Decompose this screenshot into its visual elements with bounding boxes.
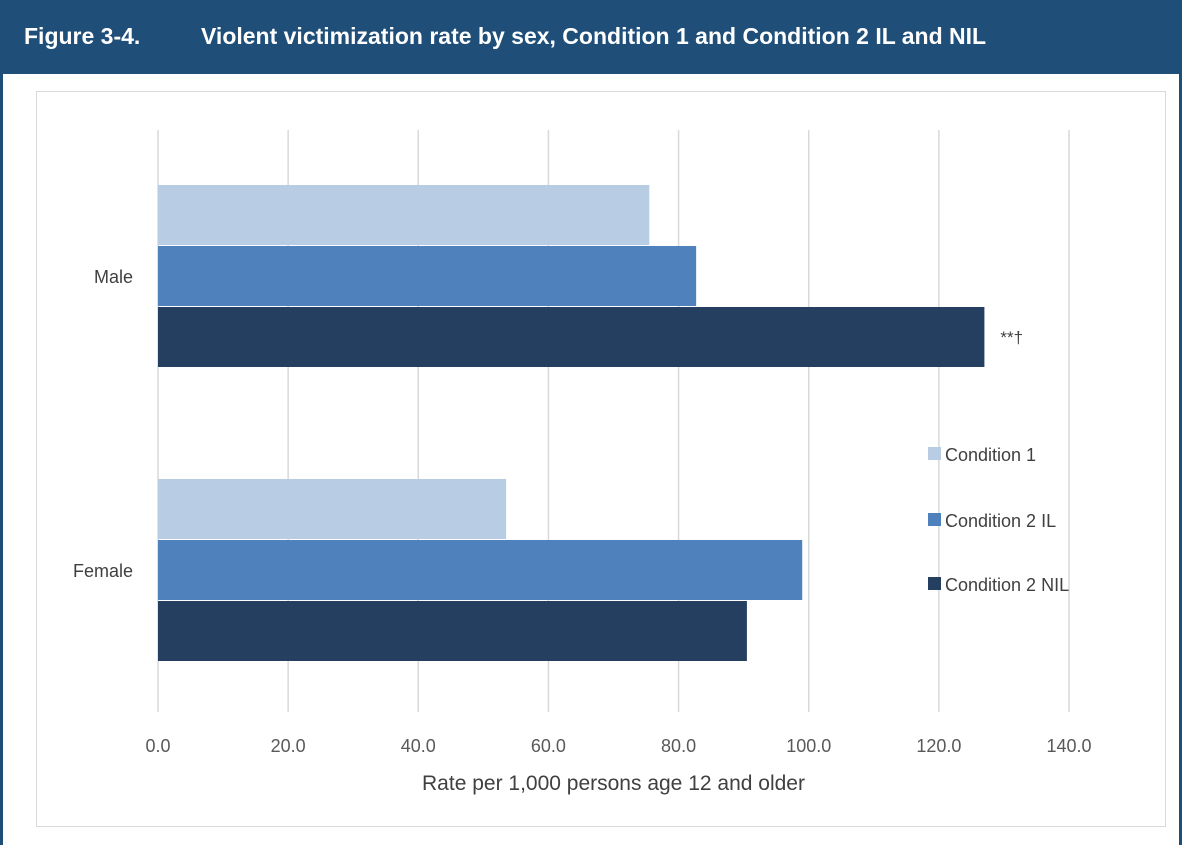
bar-female-series-2 <box>158 540 803 600</box>
bar-chart: 0.0 20.0 40.0 60.0 80.0 100.0 120.0 140.0 Male Fe… <box>73 130 1092 795</box>
legend-label-3: Condition 2 NIL <box>945 575 1069 595</box>
bar-male-series-2 <box>158 246 697 306</box>
legend-swatch-2 <box>928 513 941 526</box>
category-label-female: Female <box>73 561 133 581</box>
x-tick-label: 40.0 <box>401 736 436 756</box>
bar-female-series-1 <box>158 479 507 539</box>
x-tick-label: 60.0 <box>531 736 566 756</box>
x-tick-label: 120.0 <box>916 736 961 756</box>
figure-number: Figure 3-4. <box>24 23 141 49</box>
legend-label-2: Condition 2 IL <box>945 511 1056 531</box>
bar-male-series-3 <box>158 307 985 367</box>
figure-header: Figure 3-4. Violent victimization rate b… <box>3 0 1182 74</box>
category-label-male: Male <box>94 267 133 287</box>
bar-female-series-3 <box>158 601 747 661</box>
bar-male-series-1 <box>158 185 650 245</box>
x-tick-label: 0.0 <box>145 736 170 756</box>
significance-annotation: **† <box>1000 328 1023 347</box>
x-axis-title: Rate per 1,000 persons age 12 and older <box>422 772 805 795</box>
x-tick-label: 20.0 <box>271 736 306 756</box>
x-tick-label: 140.0 <box>1046 736 1091 756</box>
legend-swatch-1 <box>928 447 941 460</box>
x-tick-label: 100.0 <box>786 736 831 756</box>
x-tick-label: 80.0 <box>661 736 696 756</box>
figure-title: Violent victimization rate by sex, Condi… <box>201 23 987 49</box>
legend-swatch-3 <box>928 577 941 590</box>
chart-area: 0.0 20.0 40.0 60.0 80.0 100.0 120.0 140.0 Male Fe… <box>36 91 1166 827</box>
legend-label-1: Condition 1 <box>945 445 1036 465</box>
